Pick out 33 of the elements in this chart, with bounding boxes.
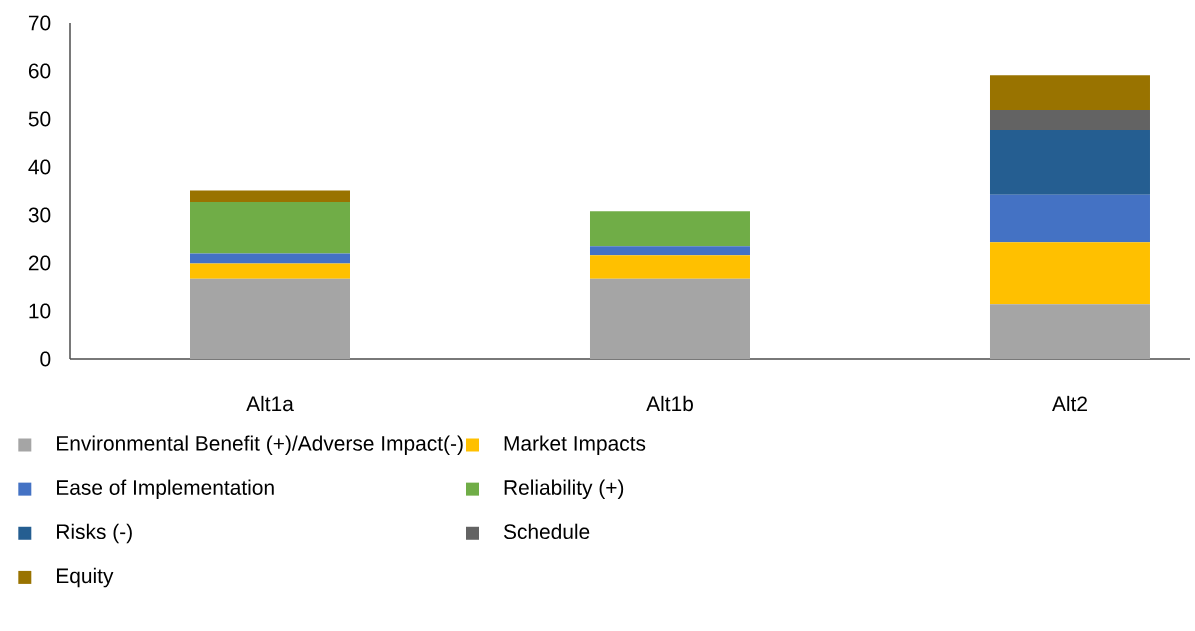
y-tick-label: 10 — [29, 303, 51, 319]
bar — [589, 255, 750, 279]
y-tick-label: 50 — [28, 111, 51, 127]
legend-label: Risks (-) — [57, 523, 132, 544]
y-tick-label: 70 — [28, 15, 51, 31]
legend-label: Equity — [57, 567, 114, 588]
bar — [589, 278, 750, 359]
legend-label: Schedule — [503, 523, 590, 540]
x-tick-label: Alt1b — [646, 395, 693, 412]
legend-label: Ease of Implementation — [57, 479, 274, 500]
bar — [190, 190, 350, 203]
y-tick-label: 40 — [28, 159, 51, 175]
bar — [989, 304, 1150, 359]
legend-label: Market Impacts — [504, 435, 646, 455]
bar — [989, 194, 1150, 243]
bar — [989, 109, 1150, 131]
bar — [190, 263, 350, 279]
x-tick-label: Alt2 — [1052, 395, 1087, 412]
y-tick-label: 20 — [28, 255, 51, 271]
bar — [190, 278, 350, 359]
bar — [589, 246, 750, 256]
bar — [190, 202, 350, 254]
legend-label: Environmental Benefit (+)/Adverse Impact(-) — [57, 435, 463, 455]
y-tick-label: 0 — [40, 351, 51, 367]
bar — [589, 211, 750, 247]
bar — [989, 75, 1150, 110]
bar — [989, 130, 1150, 195]
bar — [989, 242, 1150, 305]
x-tick-label: Alt1a — [246, 395, 294, 412]
legend-label: Reliability (+) — [504, 479, 624, 500]
bar — [190, 253, 350, 264]
y-tick-label: 30 — [28, 207, 51, 223]
y-tick-label: 60 — [28, 63, 51, 79]
